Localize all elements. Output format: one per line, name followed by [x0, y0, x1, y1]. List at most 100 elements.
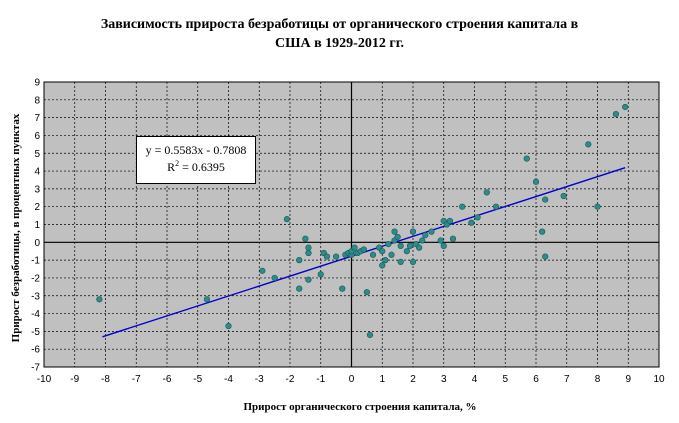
- y-tick-label: -4: [31, 309, 40, 320]
- data-point: [203, 296, 211, 303]
- data-point: [459, 203, 466, 210]
- data-point: [317, 271, 324, 278]
- x-tick-label: 1: [379, 374, 385, 385]
- x-tick-label: -4: [224, 374, 233, 385]
- data-point: [333, 253, 340, 260]
- y-tick-label: 6: [34, 131, 40, 142]
- data-point: [446, 217, 454, 225]
- data-point: [283, 216, 291, 223]
- data-point: [532, 178, 540, 185]
- x-tick-label: 0: [349, 374, 355, 385]
- data-point: [612, 110, 620, 118]
- data-point: [394, 233, 401, 241]
- r-squared: R2 = 0.6395: [137, 159, 255, 176]
- data-point: [523, 155, 530, 162]
- x-tick-labels: -10 -9 -8 -7 -6 -5 -4 -3 -2 -1 0 1 2 3 4 5 6 7 8 9 10: [37, 374, 665, 385]
- data-point: [594, 203, 601, 210]
- y-tick-label: -2: [31, 273, 40, 284]
- y-tick-label: -5: [31, 327, 40, 338]
- x-tick-label: 7: [564, 374, 570, 385]
- y-tick-label: 8: [34, 95, 40, 106]
- data-point: [302, 235, 309, 242]
- x-tick-label: 10: [653, 374, 665, 385]
- data-point: [296, 257, 303, 264]
- data-point: [351, 244, 358, 251]
- data-point: [397, 258, 404, 266]
- data-point: [305, 249, 312, 257]
- r-squared-exponent: 2: [175, 159, 180, 168]
- data-point: [419, 237, 426, 244]
- x-tick-label: 3: [441, 374, 447, 385]
- zero-axes: [44, 82, 659, 367]
- y-tick-label: 0: [34, 238, 40, 249]
- y-tick-label: 7: [34, 113, 40, 124]
- data-point: [360, 246, 367, 253]
- y-tick-label: 9: [34, 78, 40, 89]
- data-point: [369, 251, 377, 258]
- data-point: [539, 228, 546, 235]
- data-point: [440, 242, 447, 249]
- data-point: [468, 219, 475, 226]
- data-point: [385, 240, 392, 248]
- regression-equation-box: y = 0.5583x - 0.7808 R2 = 0.6395: [136, 136, 256, 184]
- y-tick-label: 4: [34, 167, 40, 178]
- data-point: [391, 228, 398, 235]
- r-squared-label: R: [167, 160, 176, 174]
- data-point: [585, 141, 592, 148]
- x-tick-label: 4: [472, 374, 478, 385]
- data-point: [296, 285, 303, 292]
- data-point: [305, 276, 312, 283]
- x-tick-label: -8: [101, 374, 110, 385]
- x-tick-label: -10: [37, 374, 52, 385]
- data-point: [542, 253, 549, 260]
- data-point: [483, 189, 490, 196]
- x-tick-label: 9: [625, 374, 631, 385]
- data-point: [437, 237, 444, 244]
- x-tick-label: 8: [595, 374, 601, 385]
- data-point: [560, 192, 567, 200]
- y-tick-label: -7: [31, 363, 40, 374]
- data-point: [388, 251, 395, 258]
- data-point: [225, 322, 232, 330]
- data-point: [416, 244, 423, 251]
- data-point: [259, 267, 266, 274]
- y-tick-label: -3: [31, 291, 40, 302]
- data-point: [428, 228, 435, 235]
- x-axis-label: Прирост органического строения капитала,…: [243, 401, 477, 413]
- y-tick-label: 1: [34, 220, 40, 231]
- x-tick-label: -3: [255, 374, 264, 385]
- x-tick-label: -2: [286, 374, 295, 385]
- data-point: [397, 242, 404, 249]
- data-point: [409, 258, 417, 266]
- data-point: [403, 248, 410, 255]
- regression-equation: y = 0.5583x - 0.7808: [145, 143, 247, 157]
- x-tick-label: 6: [533, 374, 539, 385]
- x-tick-label: -7: [132, 374, 141, 385]
- data-point: [271, 274, 278, 282]
- x-tick-label: 5: [502, 374, 508, 385]
- y-tick-label: 2: [34, 202, 40, 213]
- x-tick-label: -1: [316, 374, 325, 385]
- data-points: [96, 103, 629, 339]
- data-point: [449, 235, 457, 242]
- data-point: [382, 257, 389, 264]
- x-tick-label: -5: [193, 374, 202, 385]
- data-point: [339, 285, 346, 292]
- y-tick-label: 3: [34, 184, 40, 195]
- data-point: [96, 296, 103, 303]
- x-tick-label: -6: [163, 374, 172, 385]
- chart-title-line-2: США в 1929-2012 гг.: [275, 36, 404, 51]
- data-point: [542, 196, 549, 203]
- y-tick-label: -6: [31, 345, 40, 356]
- grid-lines: [44, 82, 659, 367]
- y-tick-label: 5: [34, 149, 40, 160]
- data-point: [422, 232, 429, 239]
- r-squared-value: = 0.6395: [179, 160, 225, 174]
- data-point: [366, 331, 374, 339]
- data-point: [406, 242, 414, 249]
- x-tick-label: -9: [70, 374, 79, 385]
- chart-title: Зависимость прироста безработицы от орга…: [0, 15, 679, 53]
- y-axis-label: Прирост безработицы, в процентных пункта…: [10, 113, 22, 343]
- data-point: [474, 214, 481, 221]
